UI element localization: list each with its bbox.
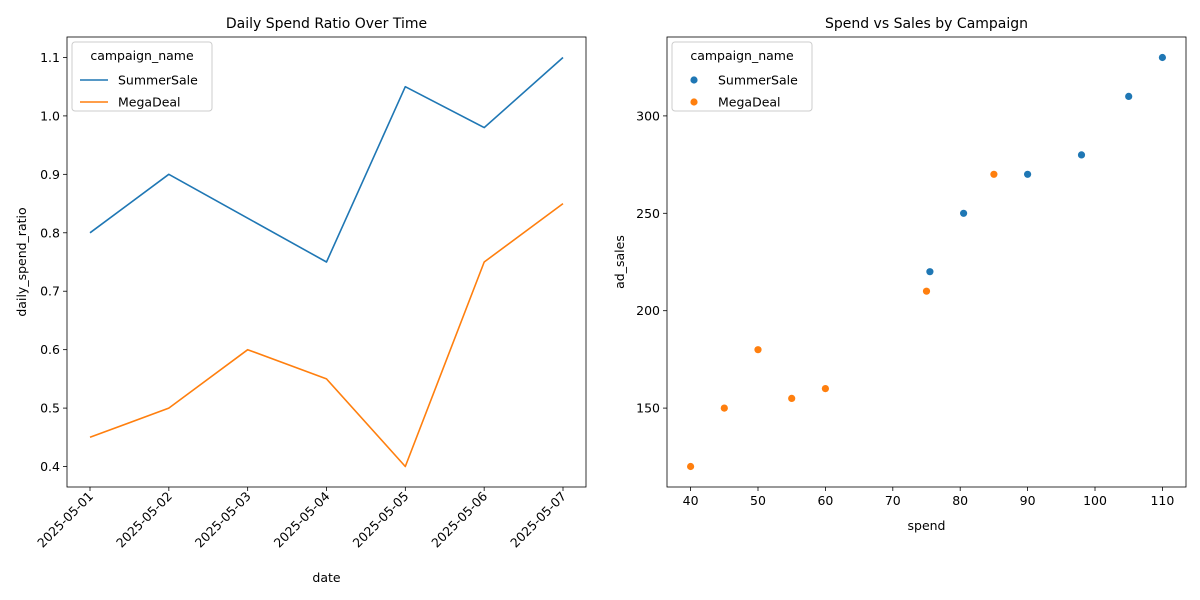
x-tick-label: 40: [683, 493, 699, 508]
x-tick-label: 2025-05-05: [349, 489, 411, 551]
scatter-point-megadeal: [990, 170, 998, 178]
scatter-point-summersale: [1077, 151, 1086, 159]
scatter-point-megadeal: [720, 404, 728, 412]
y-tick-label: 300: [636, 108, 660, 123]
legend-label-summersale: SummerSale: [718, 73, 798, 88]
x-tick-label: 90: [1020, 493, 1036, 508]
chart-title: Spend vs Sales by Campaign: [825, 16, 1028, 32]
legend-title: campaign_name: [690, 48, 794, 63]
legend-box: [671, 41, 813, 112]
x-tick-label: 80: [952, 493, 968, 508]
scatter-point-megadeal: [821, 385, 830, 393]
y-tick-label: 0.7: [40, 284, 60, 299]
x-tick-label: 2025-05-06: [428, 488, 490, 550]
x-tick-label: 2025-05-04: [271, 488, 333, 550]
y-tick-label: 0.6: [40, 342, 60, 357]
legend-marker-megadeal: [690, 98, 698, 106]
y-tick-label: 200: [636, 303, 660, 318]
scatter-point-megadeal: [922, 287, 931, 295]
chart-title: Daily Spend Ratio Over Time: [226, 16, 427, 32]
scatter-point-megadeal: [788, 394, 796, 402]
x-tick-label: 2025-05-07: [507, 489, 569, 551]
y-tick-label: 1.1: [40, 50, 60, 65]
plot-area-frame: [666, 36, 1187, 488]
scatter-point-summersale: [926, 268, 934, 276]
line-chart-daily-spend-ratio: Daily Spend Ratio Over Time 0.4 0.5 0.6 0.7 0…: [14, 16, 587, 585]
x-axis-label: date: [312, 570, 340, 585]
y-tick-label: 250: [636, 206, 660, 221]
legend-label-summersale: SummerSale: [118, 73, 198, 88]
y-tick-label: 0.9: [40, 167, 60, 182]
x-tick-label: 60: [817, 493, 833, 508]
y-tick-label: 1.0: [40, 108, 60, 123]
y-axis-label: ad_sales: [612, 235, 627, 289]
y-tick-label: 0.8: [40, 225, 60, 240]
scatter-chart-spend-vs-sales: Spend vs Sales by Campaign 150 200 250 300 40…: [612, 16, 1187, 533]
y-tick-label: 150: [636, 401, 660, 416]
scatter-point-summersale: [1125, 92, 1133, 100]
scatter-point-megadeal: [754, 346, 762, 354]
y-axis-label: daily_spend_ratio: [14, 207, 29, 316]
series-line-megadeal: [89, 202, 564, 468]
x-tick-label: 2025-05-01: [34, 489, 96, 551]
scatter-point-summersale: [1024, 170, 1032, 178]
legend-box: [71, 41, 213, 112]
x-tick-label: 50: [750, 493, 766, 508]
series-line-summersale: [89, 56, 564, 263]
scatter-point-summersale: [1158, 53, 1166, 62]
y-tick-label: 0.5: [40, 401, 60, 416]
x-tick-label: 2025-05-03: [192, 489, 254, 551]
legend-marker-summersale: [690, 76, 698, 84]
legend-label-megadeal: MegaDeal: [718, 95, 781, 110]
x-tick-label: 2025-05-02: [113, 489, 175, 551]
x-tick-label: 70: [885, 493, 901, 508]
y-tick-label: 0.4: [40, 459, 60, 474]
legend-title: campaign_name: [90, 48, 194, 63]
x-tick-label: 100: [1083, 493, 1107, 508]
x-tick-label: 110: [1150, 493, 1174, 508]
x-axis-label: spend: [908, 518, 946, 533]
legend-label-megadeal: MegaDeal: [118, 95, 181, 110]
scatter-point-summersale: [960, 209, 968, 217]
scatter-point-megadeal: [687, 462, 695, 471]
